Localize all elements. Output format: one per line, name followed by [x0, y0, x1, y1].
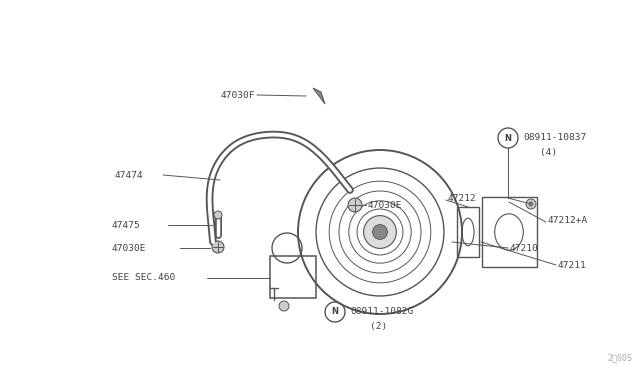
Text: 08911-1082G: 08911-1082G	[350, 308, 413, 317]
Polygon shape	[313, 88, 325, 104]
Text: 47030E: 47030E	[112, 244, 147, 253]
Text: 47212: 47212	[448, 193, 477, 202]
Circle shape	[364, 216, 396, 248]
Circle shape	[214, 211, 222, 219]
Text: 47030E: 47030E	[368, 201, 403, 209]
Circle shape	[348, 198, 362, 212]
Text: 47212+A: 47212+A	[548, 215, 588, 224]
Text: 08911-10837: 08911-10837	[523, 132, 586, 141]
Circle shape	[529, 202, 533, 206]
Text: SEE SEC.460: SEE SEC.460	[112, 273, 175, 282]
Text: N: N	[332, 308, 339, 317]
Circle shape	[279, 301, 289, 311]
Circle shape	[212, 241, 224, 253]
Text: 47211: 47211	[558, 260, 587, 269]
Circle shape	[372, 225, 387, 239]
Text: (4): (4)	[540, 148, 557, 157]
Text: 47210: 47210	[510, 244, 539, 253]
Circle shape	[526, 199, 536, 209]
Text: 2瀀00S: 2瀀00S	[607, 353, 632, 362]
Text: 47475: 47475	[112, 221, 141, 230]
Text: N: N	[504, 134, 511, 142]
Text: (2): (2)	[370, 321, 387, 330]
Text: 47474: 47474	[115, 170, 144, 180]
Text: 47030F: 47030F	[221, 90, 255, 99]
